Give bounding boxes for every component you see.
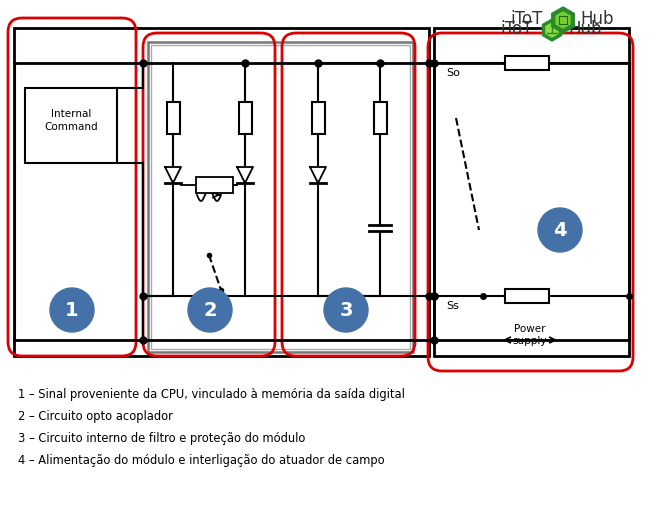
Polygon shape [546, 23, 558, 37]
Text: Ss: Ss [446, 301, 459, 311]
Text: 3 – Circuito interno de filtro e proteção do módulo: 3 – Circuito interno de filtro e proteçã… [18, 432, 306, 445]
Bar [167, 102, 180, 134]
Polygon shape [310, 167, 326, 183]
Polygon shape [165, 167, 181, 183]
Circle shape [50, 288, 94, 332]
Bar [25, 88, 117, 163]
Text: Hub: Hub [580, 10, 614, 28]
Polygon shape [552, 7, 574, 33]
Bar [14, 28, 429, 356]
Text: 2: 2 [203, 300, 217, 319]
Text: Internal
Command: Internal Command [44, 109, 98, 132]
Circle shape [188, 288, 232, 332]
Circle shape [324, 288, 368, 332]
Text: 4: 4 [553, 220, 567, 239]
Bar [434, 28, 629, 356]
Polygon shape [237, 167, 253, 183]
Text: 4 – Alimentação do módulo e interligação do atuador de campo: 4 – Alimentação do módulo e interligação… [18, 454, 384, 467]
Bar [312, 102, 325, 134]
Bar [239, 102, 252, 134]
Bar [505, 56, 549, 70]
Text: 1: 1 [65, 300, 79, 319]
Text: So: So [446, 68, 460, 78]
Polygon shape [556, 12, 570, 28]
Bar [505, 289, 549, 303]
Bar [151, 45, 410, 349]
Text: iToT: iToT [510, 10, 543, 28]
Text: iToT: iToT [500, 20, 532, 38]
Bar [196, 177, 233, 193]
Text: 2 – Circuito opto acoplador: 2 – Circuito opto acoplador [18, 410, 173, 423]
Text: Hub: Hub [568, 20, 602, 38]
Circle shape [538, 208, 582, 252]
Text: 3: 3 [339, 300, 353, 319]
Text: 1 – Sinal proveniente da CPU, vinculado à memória da saída digital: 1 – Sinal proveniente da CPU, vinculado … [18, 388, 405, 401]
Text: Power
supply: Power supply [512, 324, 547, 346]
Polygon shape [543, 19, 562, 41]
Bar [374, 102, 387, 134]
Bar [148, 42, 413, 352]
